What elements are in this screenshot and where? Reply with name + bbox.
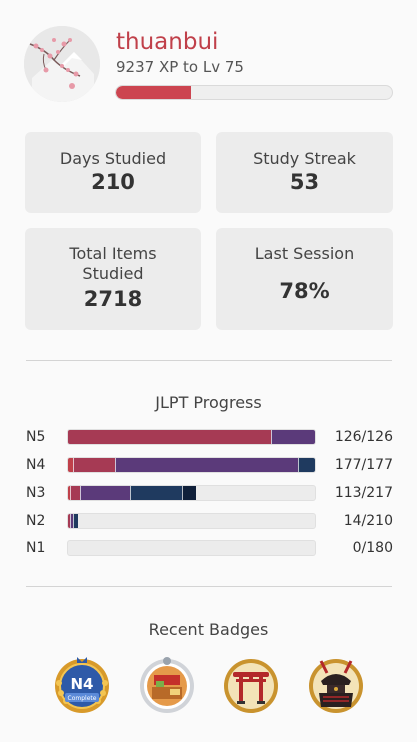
- jlpt-progress-segment: [68, 486, 71, 500]
- jlpt-progress-bar: [67, 485, 316, 501]
- stat-value: 210: [91, 170, 135, 194]
- stat-label: Days Studied: [59, 149, 167, 168]
- badge-classroom[interactable]: [136, 653, 198, 715]
- jlpt-progress-segment: [72, 458, 115, 472]
- jlpt-progress-segment: [68, 514, 71, 528]
- jlpt-progress-title: JLPT Progress: [155, 393, 262, 412]
- jlpt-level-label: N2: [26, 513, 46, 529]
- jlpt-count: 177/177: [334, 457, 393, 473]
- divider: [26, 360, 392, 361]
- jlpt-progress-segment: [114, 458, 298, 472]
- stat-card-last-session: Last Session 78%: [216, 228, 393, 330]
- jlpt-progress-segment: [68, 430, 271, 444]
- n4-complete-badge-icon: N4 Complete: [55, 657, 109, 713]
- username[interactable]: thuanbui: [116, 29, 219, 55]
- divider: [26, 586, 392, 587]
- jlpt-level-label: N1: [26, 540, 46, 556]
- jlpt-progress-bar: [67, 513, 316, 529]
- jlpt-row-n5: N5 126/126: [0, 427, 417, 447]
- badge-n4-complete[interactable]: N4 Complete: [51, 653, 113, 715]
- jlpt-progress-segment: [72, 514, 78, 528]
- torii-gate-badge-icon: [224, 659, 278, 713]
- stat-card-total-items: Total Items Studied 2718: [25, 228, 201, 330]
- jlpt-row-n1: N1 0/180: [0, 538, 417, 558]
- stat-card-study-streak: Study Streak 53: [216, 132, 393, 213]
- jlpt-progress-segment: [297, 458, 315, 472]
- stat-label: Study Streak: [253, 149, 356, 168]
- samurai-armor-badge-icon: [309, 659, 363, 713]
- jlpt-count: 126/126: [334, 429, 393, 445]
- jlpt-row-n4: N4 177/177: [0, 455, 417, 475]
- badge-n4-text: N4: [71, 675, 94, 693]
- jlpt-progress-segment: [70, 514, 73, 528]
- jlpt-progress-segment: [270, 430, 315, 444]
- stat-value: 2718: [83, 287, 143, 311]
- xp-to-next-level: 9237 XP to Lv 75: [116, 58, 244, 76]
- stat-card-days-studied: Days Studied 210: [25, 132, 201, 213]
- cherry-blossom-mountain-icon: [24, 26, 100, 102]
- avatar[interactable]: [24, 26, 100, 102]
- xp-progress-bar: [115, 85, 393, 100]
- jlpt-progress-segment: [68, 458, 73, 472]
- stat-label: Last Session: [254, 244, 355, 263]
- jlpt-progress-bar: [67, 457, 316, 473]
- jlpt-count: 0/180: [352, 540, 393, 556]
- jlpt-progress-bar: [67, 540, 316, 556]
- jlpt-progress-segment: [80, 486, 130, 500]
- stat-label: Total Items Studied: [69, 244, 157, 283]
- xp-progress-fill: [116, 86, 191, 99]
- jlpt-progress-segment: [181, 486, 197, 500]
- jlpt-level-label: N3: [26, 485, 46, 501]
- stat-value: 78%: [279, 279, 330, 303]
- jlpt-level-label: N4: [26, 457, 46, 473]
- badge-complete-text: Complete: [68, 695, 97, 702]
- jlpt-row-n3: N3 113/217: [0, 483, 417, 503]
- jlpt-row-n2: N2 14/210: [0, 511, 417, 531]
- badge-torii-gate[interactable]: [220, 653, 282, 715]
- jlpt-count: 113/217: [334, 485, 393, 501]
- recent-badges-title: Recent Badges: [148, 620, 269, 639]
- stat-value: 53: [289, 170, 320, 194]
- profile-header: thuanbui 9237 XP to Lv 75: [24, 26, 394, 102]
- jlpt-progress-bar: [67, 429, 316, 445]
- jlpt-level-label: N5: [26, 429, 46, 445]
- badge-samurai-armor[interactable]: [305, 653, 367, 715]
- classroom-badge-icon: [140, 657, 194, 713]
- jlpt-progress-segment: [129, 486, 182, 500]
- jlpt-count: 14/210: [343, 513, 393, 529]
- jlpt-progress-segment: [70, 486, 81, 500]
